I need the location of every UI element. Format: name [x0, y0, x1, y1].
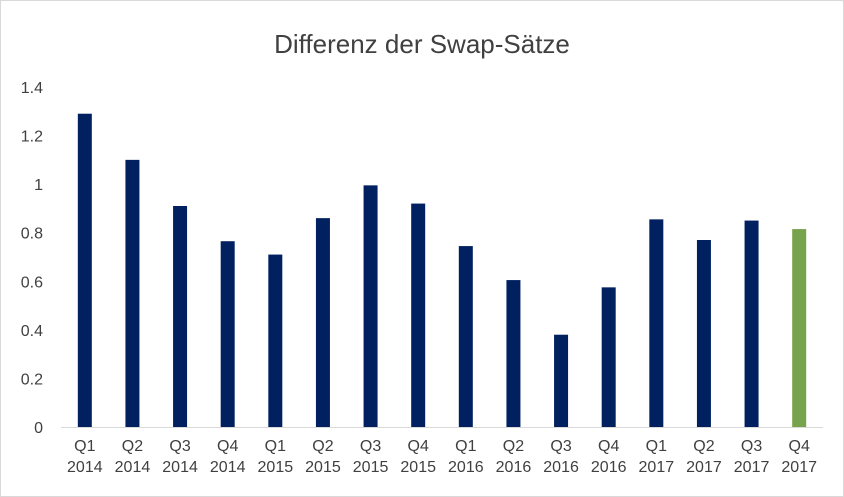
x-tick-label-year: 2014 [115, 459, 151, 476]
x-tick-label-year: 2014 [67, 459, 103, 476]
bar [315, 218, 330, 427]
bar [506, 280, 521, 427]
bar [268, 254, 283, 427]
chart-title: Differenz der Swap-Sätze [274, 29, 570, 59]
x-tick-label-quarter: Q4 [217, 438, 238, 455]
bar [220, 241, 235, 427]
y-tick-label: 1.4 [21, 80, 43, 97]
y-tick-label: 0.4 [21, 323, 43, 340]
x-tick-label-year: 2016 [496, 459, 532, 476]
bar [696, 240, 711, 427]
x-tick-label-quarter: Q2 [122, 438, 143, 455]
x-tick-label-year: 2015 [353, 459, 389, 476]
bar [363, 185, 378, 427]
x-tick-label-quarter: Q2 [693, 438, 714, 455]
bar [649, 219, 664, 427]
bar [173, 206, 188, 427]
bars [77, 113, 807, 427]
y-tick-label: 0 [34, 420, 43, 437]
bar [554, 334, 569, 427]
x-tick-label-year: 2016 [591, 459, 627, 476]
y-tick-label: 0.2 [21, 371, 43, 388]
x-tick-label-year: 2014 [210, 459, 246, 476]
x-tick-label-year: 2014 [162, 459, 198, 476]
x-tick-label-quarter: Q1 [265, 438, 286, 455]
x-tick-label-quarter: Q4 [408, 438, 429, 455]
x-tick-label-quarter: Q1 [455, 438, 476, 455]
x-axis-labels: Q1 2014 Q2 2014 Q3 2014 Q4 2014 Q1 2015 Q2 2015 Q3 20… [67, 438, 817, 476]
y-tick-label: 1 [34, 177, 43, 194]
x-tick-label-year: 2017 [734, 459, 770, 476]
x-tick-label-year: 2017 [639, 459, 675, 476]
x-tick-label-quarter: Q1 [74, 438, 95, 455]
x-tick-label-quarter: Q4 [598, 438, 619, 455]
bar [125, 159, 140, 427]
x-tick-label-year: 2017 [686, 459, 722, 476]
bar [458, 246, 473, 427]
bar [744, 220, 759, 427]
x-tick-label-quarter: Q4 [789, 438, 810, 455]
x-tick-label-year: 2017 [781, 459, 817, 476]
y-axis-labels: 0 0.2 0.4 0.6 0.8 1 1.2 1.4 [21, 80, 43, 437]
y-tick-label: 1.2 [21, 129, 43, 146]
x-tick-label-year: 2015 [305, 459, 341, 476]
y-tick-label: 0.6 [21, 274, 43, 291]
bar [411, 203, 426, 427]
x-tick-label-year: 2015 [400, 459, 436, 476]
x-tick-label-quarter: Q3 [550, 438, 571, 455]
x-tick-label-year: 2016 [543, 459, 579, 476]
bar [77, 113, 92, 427]
y-tick-label: 0.8 [21, 226, 43, 243]
bar [601, 287, 616, 427]
x-tick-label-quarter: Q2 [503, 438, 524, 455]
x-tick-label-quarter: Q1 [646, 438, 667, 455]
x-tick-label-quarter: Q3 [169, 438, 190, 455]
x-tick-label-year: 2015 [258, 459, 294, 476]
x-tick-label-quarter: Q2 [312, 438, 333, 455]
x-tick-label-quarter: Q3 [360, 438, 381, 455]
x-tick-label-year: 2016 [448, 459, 484, 476]
x-tick-label-quarter: Q3 [741, 438, 762, 455]
bar [792, 229, 807, 427]
